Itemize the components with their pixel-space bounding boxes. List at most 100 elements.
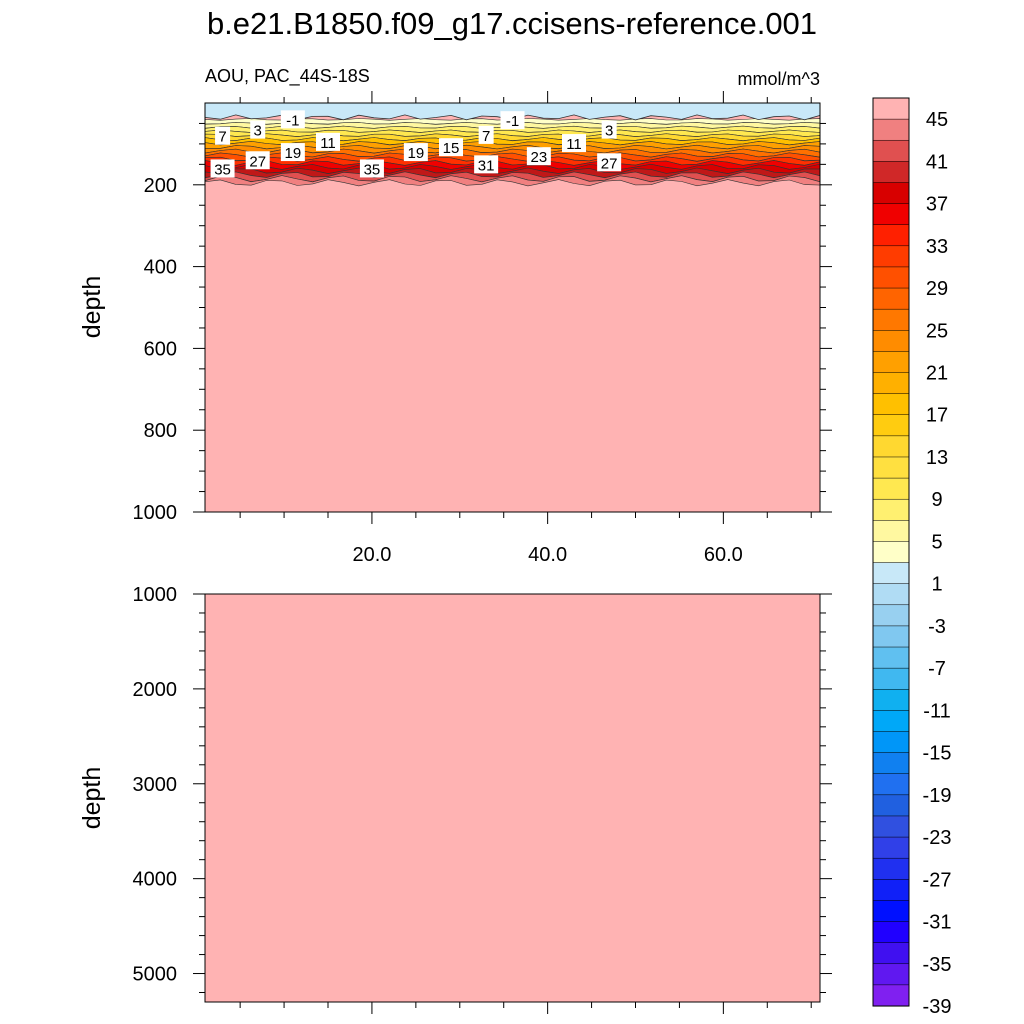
colorbar-swatch (872, 372, 910, 395)
contour-label-text: 11 (320, 135, 336, 152)
colorbar-swatch (872, 351, 910, 374)
colorbar-swatch (872, 963, 910, 986)
colorbar-frame (872, 97, 910, 1007)
colorbar-swatch (872, 182, 910, 205)
contour-label-box (478, 125, 494, 144)
colorbar-label: 41 (926, 151, 948, 173)
colorbar-swatch (872, 815, 910, 838)
colorbar-label: 45 (926, 109, 948, 131)
colorbar-swatch (872, 393, 910, 416)
contour-label-box (215, 126, 231, 145)
colorbar-swatch (872, 900, 910, 923)
y-axis-label: depth (78, 276, 106, 339)
contour-label: 3 (250, 120, 266, 140)
contour-label-text: 3 (254, 123, 262, 140)
colorbar-label: 25 (926, 320, 948, 342)
contour-label-box (280, 143, 305, 162)
contour-label: 27 (597, 153, 622, 172)
contour-label-box (500, 111, 525, 130)
chart-title: b.e21.B1850.f09_g17.ccisens-reference.00… (207, 6, 817, 41)
colorbar-swatch (872, 583, 910, 606)
colorbar-swatch (872, 879, 910, 901)
contour-label-text: 35 (364, 161, 381, 178)
contour-label: 19 (280, 143, 305, 162)
colorbar-swatch (872, 773, 910, 796)
colorbar-swatch (872, 161, 910, 184)
colorbar-swatch (872, 667, 910, 690)
y-tick-label: 800 (144, 420, 177, 442)
colorbar-swatch (872, 562, 910, 585)
colorbar-label: -23 (923, 827, 952, 849)
contour-label-box (562, 134, 586, 153)
colorbar-swatch (872, 498, 910, 521)
contour-label-box (597, 153, 622, 172)
colorbar-label: -35 (923, 954, 952, 976)
colorbar-swatch (872, 477, 910, 500)
y-axis-label: depth (78, 767, 106, 830)
colorbar-label: -31 (923, 912, 952, 934)
lower-deep-fill (204, 593, 821, 1003)
contour-label: -1 (500, 111, 525, 130)
y-tick-label: 1000 (133, 584, 178, 606)
colorbar-swatch (872, 646, 910, 669)
colorbar-swatch (872, 984, 910, 1007)
colorbar-label: -3 (928, 616, 946, 638)
colorbar-swatch (872, 456, 910, 479)
contour-label-box (280, 110, 305, 129)
colorbar-swatch (872, 794, 910, 817)
contour-label-box (403, 143, 428, 162)
colorbar: 45 41 37 33 29 25 21 17 13 9 5 1 -3 -7 -11 -15 -19 -23 -27… (872, 97, 952, 1018)
contour-label: 3 (601, 120, 617, 140)
colorbar-swatch (872, 942, 910, 965)
contour-label-text: 7 (218, 129, 226, 146)
contour-label: 7 (215, 126, 231, 146)
contour-label-text: 19 (285, 145, 302, 162)
contour-label-text: 35 (214, 161, 231, 178)
y-tick-label: 2000 (133, 679, 178, 701)
lower-depth-panel: 1000 2000 3000 4000 5000 depth (78, 584, 832, 1014)
colorbar-label: -39 (923, 996, 952, 1018)
contour-label-text: 7 (482, 128, 490, 145)
colorbar-label: 37 (926, 194, 948, 216)
contour-label: 35 (210, 159, 235, 178)
colorbar-swatch (872, 414, 910, 437)
colorbar-label: 29 (926, 278, 948, 300)
contour-label-box (210, 159, 235, 178)
colorbar-label: 17 (926, 405, 948, 427)
upper-depth-panel: -1 -1 3 3 7 7 11 11 15 19 19 23 27 27 31 35 35 200 400 600 8… (78, 91, 832, 566)
y-tick-label: 4000 (133, 869, 178, 891)
y-tick-label: 200 (144, 175, 177, 197)
colorbar-swatch (872, 245, 910, 268)
colorbar-label: 9 (931, 489, 942, 511)
colorbar-label: 13 (926, 447, 948, 469)
x-tick-label: 20.0 (352, 544, 391, 566)
contour-label: 19 (403, 143, 428, 162)
contour-label: 11 (316, 132, 340, 152)
colorbar-swatch (872, 625, 910, 648)
colorbar-swatch (872, 330, 910, 352)
contour-label-text: 31 (478, 157, 495, 174)
colorbar-label: -15 (923, 743, 952, 765)
contour-label: 11 (562, 134, 586, 153)
colorbar-swatch (872, 710, 910, 733)
colorbar-swatch (872, 731, 910, 754)
contour-label-box (359, 159, 384, 178)
colorbar-swatch (872, 287, 910, 310)
contour-label-box (316, 132, 340, 151)
y-tick-label: 5000 (133, 964, 178, 986)
y-tick-label: 1000 (133, 502, 178, 524)
colorbar-swatch (872, 97, 910, 120)
colorbar-swatch (872, 752, 910, 775)
contour-label-box (601, 120, 617, 139)
contour-label-box (439, 138, 463, 157)
colorbar-swatch (872, 203, 910, 226)
contour-label-text: 27 (249, 153, 266, 170)
colorbar-swatch (872, 139, 910, 162)
contour-label-box (526, 147, 551, 166)
contour-label-text: -1 (286, 112, 299, 129)
x-tick-label: 60.0 (704, 544, 743, 566)
colorbar-label: -11 (923, 700, 950, 722)
y-tick-label: 600 (144, 338, 177, 360)
contour-label-text: 3 (605, 123, 613, 140)
